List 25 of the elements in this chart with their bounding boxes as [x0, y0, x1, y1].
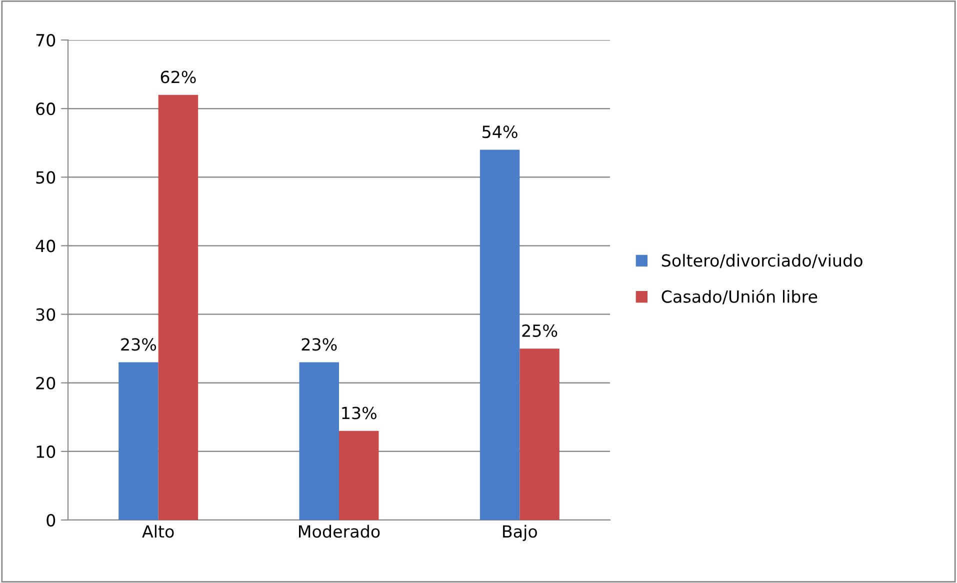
bar: [299, 362, 339, 520]
data-label: 25%: [522, 324, 558, 338]
x-tick-label: Bajo: [503, 524, 537, 541]
legend-label: Casado/Unión libre: [662, 289, 818, 304]
y-tick-label: 60: [36, 102, 56, 116]
x-tick-label: Alto: [142, 524, 174, 538]
y-tick-label: 40: [36, 240, 56, 252]
data-label: 54%: [482, 126, 518, 138]
y-tick-label: 20: [36, 376, 56, 390]
bar: [520, 348, 560, 520]
bar: [158, 94, 198, 520]
legend-label: Soltero/divorciado/viudo: [662, 254, 862, 268]
y-tick-label: 50: [36, 171, 56, 184]
data-label: 62%: [160, 70, 196, 84]
data-label: 23%: [121, 338, 156, 351]
y-tick-label: 0: [46, 514, 56, 527]
y-tick-label: 70: [36, 34, 56, 47]
y-tick-label: 10: [36, 445, 56, 458]
y-tick-label: 30: [36, 308, 56, 321]
bar: [339, 430, 379, 520]
data-label: 13%: [342, 406, 376, 420]
bar: [480, 150, 520, 520]
data-label: 23%: [302, 338, 337, 351]
bar: [118, 362, 158, 520]
x-tick-label: Moderado: [299, 524, 380, 538]
